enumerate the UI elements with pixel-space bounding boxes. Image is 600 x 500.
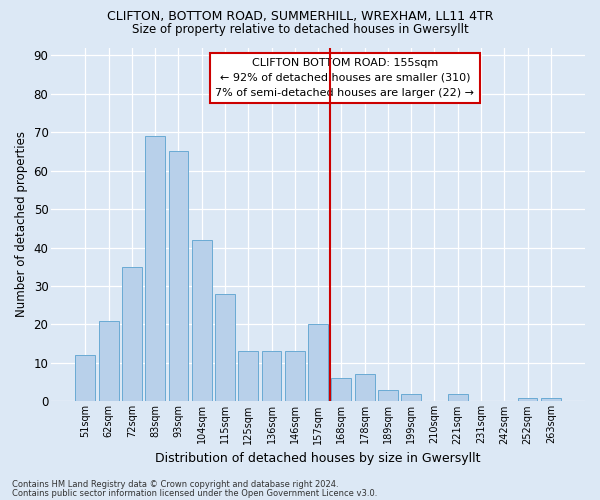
Bar [192,240,212,402]
Bar [355,374,374,402]
Bar [215,294,235,402]
Bar [262,352,281,402]
Bar [518,398,538,402]
Text: Contains public sector information licensed under the Open Government Licence v3: Contains public sector information licen… [12,488,377,498]
Text: Size of property relative to detached houses in Gwersyllt: Size of property relative to detached ho… [131,22,469,36]
Bar [99,320,119,402]
Text: CLIFTON, BOTTOM ROAD, SUMMERHILL, WREXHAM, LL11 4TR: CLIFTON, BOTTOM ROAD, SUMMERHILL, WREXHA… [107,10,493,23]
Bar [331,378,351,402]
Bar [541,398,561,402]
Bar [401,394,421,402]
Bar [378,390,398,402]
Text: CLIFTON BOTTOM ROAD: 155sqm
← 92% of detached houses are smaller (310)
7% of sem: CLIFTON BOTTOM ROAD: 155sqm ← 92% of det… [215,58,474,98]
Bar [76,355,95,402]
Bar [238,352,258,402]
Bar [448,394,467,402]
Y-axis label: Number of detached properties: Number of detached properties [15,132,28,318]
Bar [285,352,305,402]
Bar [169,152,188,402]
Bar [122,267,142,402]
X-axis label: Distribution of detached houses by size in Gwersyllt: Distribution of detached houses by size … [155,452,481,465]
Text: Contains HM Land Registry data © Crown copyright and database right 2024.: Contains HM Land Registry data © Crown c… [12,480,338,489]
Bar [145,136,165,402]
Bar [308,324,328,402]
